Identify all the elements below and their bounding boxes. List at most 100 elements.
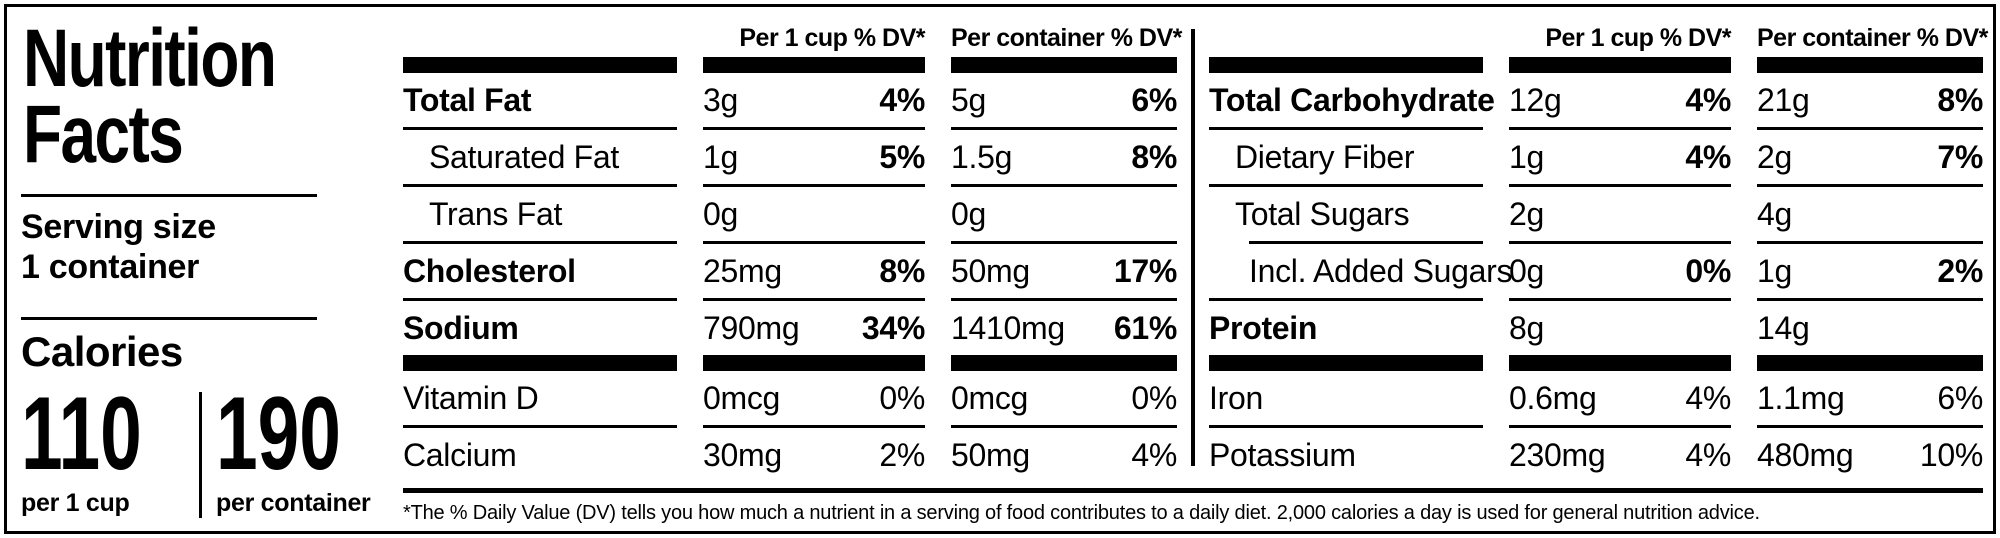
per-container-amount: 0mcg: [951, 379, 1029, 416]
per-cup-amount: 230mg: [1509, 436, 1606, 473]
nutrient-row-cholesterol: Cholesterol 25mg 8% 50mg 17%: [403, 244, 1177, 298]
calories-values: 110 per 1 cup 190 per container: [21, 375, 403, 518]
nutrient-row-calcium: Calcium 30mg 2% 50mg 4%: [403, 428, 1177, 482]
per-cup-dv: 4%: [1685, 436, 1731, 473]
per-container-amount: 50mg: [951, 252, 1030, 289]
label-border: Nutrition Facts Serving size 1 container…: [4, 4, 1996, 534]
nutrient-row-protein: Protein 8g 14g: [1209, 301, 1983, 355]
nutrient-label: Dietary Fiber: [1235, 138, 1415, 175]
tables-area: Per 1 cup % DV* Per container % DV* Tota…: [403, 11, 1988, 531]
per-container-amount: 1.5g: [951, 138, 1013, 175]
per-container-dv: 0%: [1131, 379, 1177, 416]
section-bar: [1209, 355, 1983, 371]
per-cup-amount: 3g: [703, 81, 738, 118]
per-cup-column-header: Per 1 cup % DV*: [1545, 24, 1731, 52]
nutrient-label: Saturated Fat: [429, 138, 619, 175]
per-container-dv: 8%: [1131, 138, 1177, 175]
per-container-amount: 5g: [951, 81, 986, 118]
calories-per-cup: 110 per 1 cup: [21, 375, 193, 518]
per-cup-dv: 2%: [879, 436, 925, 473]
row-divider: [403, 184, 1177, 187]
footnote-text: *The % Daily Value (DV) tells you how mu…: [403, 502, 1760, 524]
per-cup-amount: 2g: [1509, 195, 1544, 232]
per-cup-amount: 25mg: [703, 252, 782, 289]
per-cup-dv: 4%: [1685, 81, 1731, 118]
row-divider: [403, 241, 1177, 244]
per-container-dv: 61%: [1113, 309, 1177, 346]
nutrient-label: Vitamin D: [403, 379, 539, 416]
per-cup-dv: 0%: [1685, 252, 1731, 289]
per-cup-dv: 4%: [1685, 138, 1731, 175]
nutrient-label: Trans Fat: [429, 195, 563, 232]
left-panel: Nutrition Facts Serving size 1 container…: [21, 11, 403, 531]
nutrient-row-sodium: Sodium 790mg 34% 1410mg 61%: [403, 301, 1177, 355]
per-cup-amount: 0.6mg: [1509, 379, 1597, 416]
per-container-amount: 1.1mg: [1757, 379, 1845, 416]
per-cup-amount: 1g: [1509, 138, 1544, 175]
calories-per-container: 190 per container: [216, 382, 390, 518]
page-title: Nutrition Facts: [23, 17, 319, 181]
per-cup-amount: 30mg: [703, 436, 782, 473]
nutrient-label: Sodium: [403, 309, 519, 346]
nutrient-label: Total Carbohydrate: [1209, 81, 1495, 118]
nutrient-label: Iron: [1209, 379, 1263, 416]
per-container-amount: 1410mg: [951, 309, 1065, 346]
nutrient-row-total-fat: Total Fat 3g 4% 5g 6%: [403, 73, 1177, 127]
per-cup-dv: 0%: [879, 379, 925, 416]
nutrient-label: Cholesterol: [403, 252, 576, 289]
per-cup-amount: 8g: [1509, 309, 1544, 346]
per-container-column-header: Per container % DV*: [951, 24, 1182, 52]
per-container-amount: 21g: [1757, 81, 1810, 118]
tables-row: Per 1 cup % DV* Per container % DV* Tota…: [403, 13, 1988, 482]
per-container-dv: 8%: [1937, 81, 1983, 118]
per-cup-dv: 34%: [861, 309, 925, 346]
row-divider: [1209, 127, 1983, 130]
section-divider: [1191, 29, 1195, 466]
per-container-amount: 1g: [1757, 252, 1792, 289]
nutrient-label: Protein: [1209, 309, 1318, 346]
per-cup-dv: 5%: [879, 138, 925, 175]
nutrient-row-vitamin-d: Vitamin D 0mcg 0% 0mcg 0%: [403, 371, 1177, 425]
per-cup-amount: 0g: [1509, 252, 1544, 289]
nutrient-row-dietary-fiber: Dietary Fiber 1g 4% 2g 7%: [1209, 130, 1983, 184]
footnote-rule: *The % Daily Value (DV) tells you how mu…: [403, 488, 1983, 525]
nutrient-label: Potassium: [1209, 436, 1356, 473]
calories-per-cup-value: 110: [21, 375, 142, 492]
per-container-dv: 17%: [1113, 252, 1177, 289]
per-cup-amount: 790mg: [703, 309, 800, 346]
nutrient-label: Total Sugars: [1235, 195, 1410, 232]
column-headers: Per 1 cup % DV* Per container % DV*: [403, 13, 1182, 57]
row-divider: [1209, 241, 1983, 244]
per-container-amount: 14g: [1757, 309, 1810, 346]
per-container-dv: 2%: [1937, 252, 1983, 289]
nutrient-row-total-carbohydrate: Total Carbohydrate 12g 4% 21g 8%: [1209, 73, 1983, 127]
per-container-amount: 480mg: [1757, 436, 1854, 473]
per-cup-dv: 4%: [879, 81, 925, 118]
nutrient-row-potassium: Potassium 230mg 4% 480mg 10%: [1209, 428, 1983, 482]
section-bar: [403, 355, 1177, 371]
column-headers: Per 1 cup % DV* Per container % DV*: [1209, 13, 1988, 57]
nutrient-row-saturated-fat: Saturated Fat 1g 5% 1.5g 8%: [403, 130, 1177, 184]
nutrient-row-total-sugars: Total Sugars 2g 4g: [1209, 187, 1983, 241]
calories-label: Calories: [21, 327, 183, 375]
serving-size-value: 1 container: [21, 247, 200, 286]
per-container-dv: 10%: [1919, 436, 1983, 473]
fats-minerals-section: Per 1 cup % DV* Per container % DV* Tota…: [403, 13, 1182, 482]
section-bar: [1209, 57, 1983, 73]
serving-size-label: Serving size: [21, 207, 216, 246]
divider: [21, 316, 317, 320]
row-divider: [403, 298, 1177, 301]
per-cup-dv: 4%: [1685, 379, 1731, 416]
per-container-column-header: Per container % DV*: [1757, 24, 1988, 52]
title-line-2: Facts: [23, 89, 184, 181]
per-container-dv: 6%: [1937, 379, 1983, 416]
per-cup-amount: 1g: [703, 138, 738, 175]
per-cup-column-header: Per 1 cup % DV*: [739, 24, 925, 52]
calories-per-cup-caption: per 1 cup: [21, 488, 130, 517]
row-divider: [1209, 298, 1983, 301]
carbs-protein-section: Per 1 cup % DV* Per container % DV* Tota…: [1209, 13, 1988, 482]
divider: [21, 193, 317, 197]
per-container-dv: 4%: [1131, 436, 1177, 473]
per-container-dv: 6%: [1131, 81, 1177, 118]
